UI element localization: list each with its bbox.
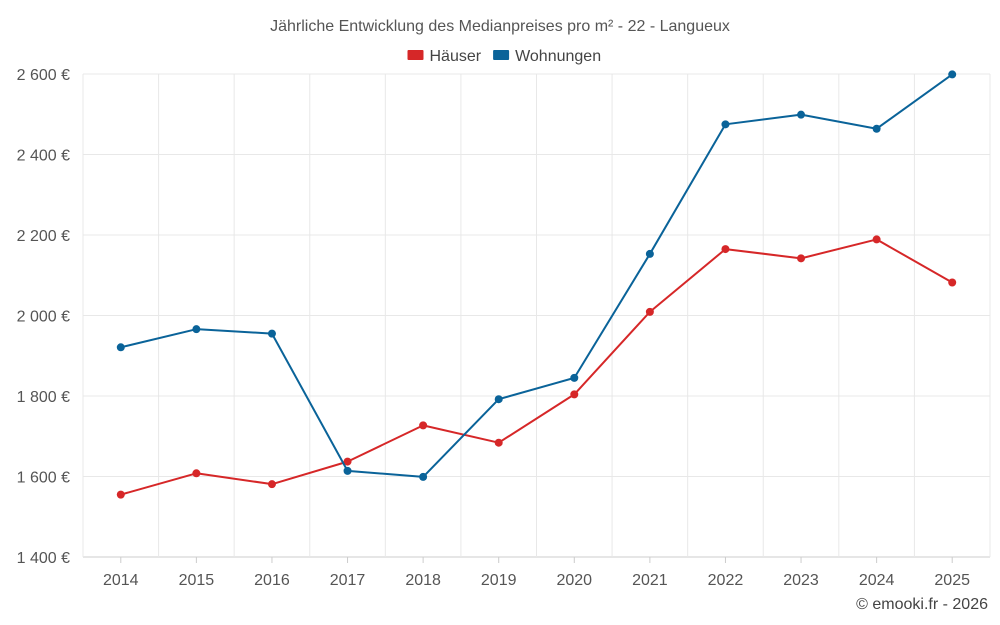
y-tick-label: 2 200 €	[17, 228, 70, 245]
data-point[interactable]	[721, 120, 730, 129]
data-point[interactable]	[116, 343, 125, 352]
data-point[interactable]	[116, 490, 125, 499]
x-tick-label: 2022	[708, 572, 744, 589]
data-point[interactable]	[267, 480, 276, 489]
data-point[interactable]	[343, 466, 352, 475]
y-tick-label: 2 400 €	[17, 148, 70, 165]
data-point[interactable]	[948, 70, 957, 79]
y-tick-label: 1 400 €	[17, 550, 70, 567]
x-tick-label: 2021	[632, 572, 668, 589]
x-tick-label: 2024	[859, 572, 895, 589]
x-tick-label: 2018	[405, 572, 441, 589]
x-tick-label: 2025	[934, 572, 970, 589]
series-wohnungen	[116, 70, 957, 481]
data-point[interactable]	[570, 373, 579, 382]
x-tick-label: 2023	[783, 572, 819, 589]
gridlines	[82, 73, 991, 558]
data-point[interactable]	[872, 235, 881, 244]
data-point[interactable]	[645, 249, 654, 258]
data-point[interactable]	[267, 329, 276, 338]
legend-swatch	[407, 50, 424, 60]
y-axis: 1 400 € 1 600 € 1 800 € 2 000 € 2 200 € 2 400…	[17, 67, 70, 567]
data-point[interactable]	[645, 307, 654, 316]
data-point[interactable]	[343, 457, 352, 466]
series	[116, 70, 957, 499]
chart-title: Jährliche Entwicklung des Medianpreises …	[270, 18, 730, 35]
y-tick-label: 1 600 €	[17, 470, 70, 487]
legend-label[interactable]: Häuser	[430, 48, 482, 65]
y-tick-label: 2 600 €	[17, 67, 70, 84]
x-tick-label: 2016	[254, 572, 290, 589]
data-point[interactable]	[721, 245, 730, 254]
data-point[interactable]	[192, 325, 201, 334]
data-point[interactable]	[872, 124, 881, 133]
series-line	[120, 238, 953, 496]
x-tick-label: 2017	[330, 572, 366, 589]
x-tick-label: 2020	[556, 572, 592, 589]
data-point[interactable]	[419, 472, 428, 481]
legend: Häuser Wohnungen	[407, 48, 601, 65]
data-point[interactable]	[948, 278, 957, 287]
data-point[interactable]	[797, 254, 806, 263]
legend-swatch	[493, 50, 510, 60]
y-tick-label: 1 800 €	[17, 389, 70, 406]
data-point[interactable]	[494, 395, 503, 404]
data-point[interactable]	[192, 469, 201, 478]
series-haeuser	[116, 235, 957, 499]
x-tick-label: 2019	[481, 572, 517, 589]
legend-label[interactable]: Wohnungen	[515, 48, 601, 65]
x-tick-label: 2015	[179, 572, 215, 589]
series-line	[120, 73, 953, 478]
credit-text: © emooki.fr - 2026	[856, 596, 988, 613]
data-point[interactable]	[570, 390, 579, 399]
data-point[interactable]	[494, 438, 503, 447]
x-tick-label: 2014	[103, 572, 139, 589]
x-axis: 2014 2015 2016 2017 2018 2019 2020 2021 2022 2023…	[103, 557, 970, 589]
data-point[interactable]	[419, 421, 428, 430]
y-tick-label: 2 000 €	[17, 309, 70, 326]
data-point[interactable]	[797, 110, 806, 119]
